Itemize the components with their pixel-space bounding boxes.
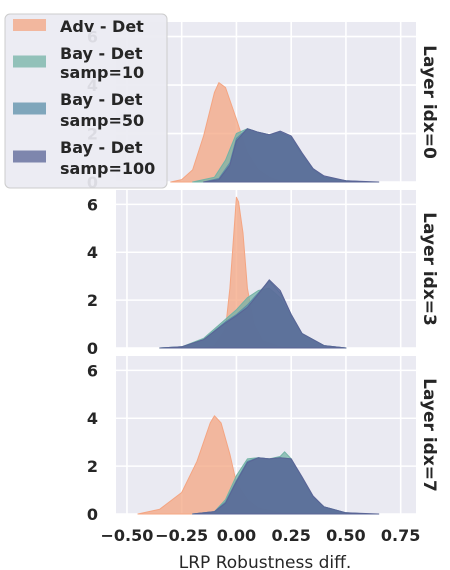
y-tick-label: 4 [87, 409, 98, 428]
panel-label: Layer idx=7 [419, 378, 439, 492]
density-area-3 [159, 279, 347, 349]
legend-swatch [13, 102, 46, 115]
y-tick-label: 6 [87, 361, 98, 380]
legend-label: Adv - Det [60, 17, 144, 36]
panel-label: Layer idx=0 [419, 45, 439, 159]
x-tick-label: 0.25 [271, 526, 310, 545]
y-tick-label: 0 [87, 339, 98, 358]
legend-label: Bay - Det samp=10 [60, 44, 144, 82]
x-tick-label: −0.50 [101, 526, 154, 545]
y-tick-label: 2 [87, 457, 98, 476]
x-tick-label: 0.50 [326, 526, 365, 545]
y-tick-label: 2 [87, 291, 98, 310]
legend-label: Bay - Det samp=50 [60, 90, 144, 130]
legend-label: Bay - Det samp=100 [60, 138, 155, 178]
legend: Adv - Det Bay - Det samp=10 Bay - Det samp=5… [4, 13, 168, 189]
x-axis-label: LRP Robustness diff. [179, 553, 351, 570]
y-tick-label: 4 [87, 243, 98, 262]
legend-swatch [13, 19, 46, 31]
density-area-3 [192, 457, 380, 515]
y-tick-label: 0 [87, 505, 98, 524]
panel-1: 0 2 4 6 Layer idx=3 [87, 190, 439, 358]
panel-label: Layer idx=3 [419, 212, 439, 326]
density-area-3 [203, 128, 380, 183]
legend-swatch [13, 55, 46, 68]
x-tick-label: −0.25 [155, 526, 208, 545]
panel-2: 0 2 4 6 Layer idx=7 [87, 356, 439, 524]
x-tick-label: 0.75 [381, 526, 420, 545]
y-tick-label: 6 [87, 195, 98, 214]
legend-swatch [13, 150, 46, 163]
x-tick-label: 0.00 [217, 526, 256, 545]
